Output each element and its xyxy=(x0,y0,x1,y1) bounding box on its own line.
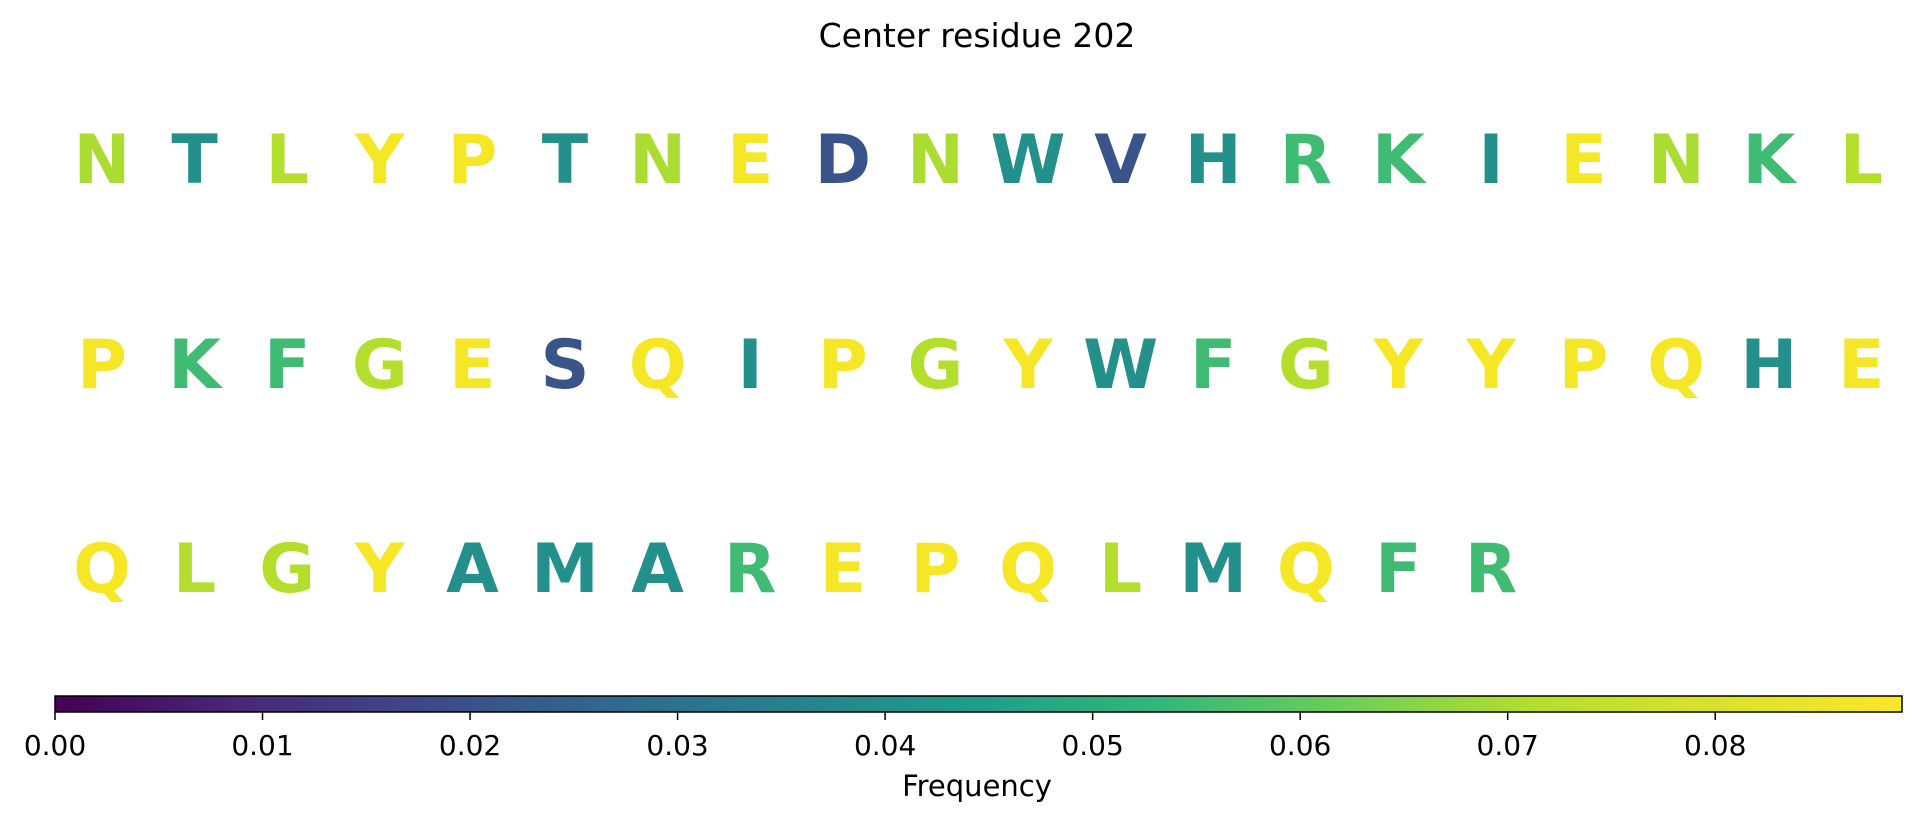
colorbar-tick-label: 0.07 xyxy=(1477,729,1539,762)
residue-letter: E xyxy=(820,530,866,609)
residue-letter: Y xyxy=(1373,326,1424,405)
residue-letter: N xyxy=(629,121,686,200)
residue-letter: G xyxy=(259,530,315,609)
residue-letter: M xyxy=(531,530,599,609)
residue-letter: M xyxy=(1179,530,1247,609)
residue-letter: W xyxy=(990,121,1065,200)
residue-letter: R xyxy=(1280,121,1332,200)
residue-letter: Q xyxy=(999,530,1057,609)
residue-letter: P xyxy=(1559,326,1609,405)
residue-letter: H xyxy=(1185,121,1242,200)
residue-letter: G xyxy=(907,326,963,405)
residue-letter: F xyxy=(1375,530,1421,609)
residue-letter: D xyxy=(815,121,871,200)
residue-letter: I xyxy=(1478,121,1503,200)
residue-grid: N T L Y P T N E D N W V H R K I E N K LP K F G E S Q I P G Y W F G Y Y P Q H E… xyxy=(73,121,1885,609)
residue-letter: F xyxy=(1190,326,1236,405)
residue-letter: E xyxy=(1560,121,1606,200)
residue-letter: Y xyxy=(354,121,405,200)
residue-letter: V xyxy=(1094,121,1147,200)
chart-title: Center residue 202 xyxy=(819,16,1136,55)
residue-letter: Y xyxy=(1465,326,1516,405)
residue-letter: G xyxy=(1278,326,1334,405)
residue-letter: N xyxy=(907,121,964,200)
colorbar-tick-label: 0.01 xyxy=(231,729,293,762)
residue-letter: Y xyxy=(354,530,405,609)
colorbar-tick-label: 0.04 xyxy=(854,729,916,762)
residue-letter: K xyxy=(168,326,223,405)
residue-letter: A xyxy=(446,530,499,609)
residue-letter: H xyxy=(1740,326,1797,405)
residue-letter: P xyxy=(447,121,497,200)
residue-letter: N xyxy=(74,121,131,200)
residue-letter: P xyxy=(77,326,127,405)
residue-letter: P xyxy=(818,326,868,405)
residue-letter: Y xyxy=(1002,326,1053,405)
colorbar-tick-label: 0.08 xyxy=(1684,729,1746,762)
residue-letter: T xyxy=(171,121,218,200)
residue-letter: P xyxy=(910,530,960,609)
residue-letter: Q xyxy=(1647,326,1705,405)
residue-letter: L xyxy=(1840,121,1883,200)
residue-letter: N xyxy=(1648,121,1705,200)
residue-letter: L xyxy=(266,121,309,200)
colorbar-gradient xyxy=(54,695,1903,713)
residue-letter: R xyxy=(1465,530,1517,609)
residue-letter: A xyxy=(631,530,684,609)
residue-letter: K xyxy=(1742,121,1797,200)
residue-letter: Q xyxy=(629,326,687,405)
colorbar-tick-label: 0.00 xyxy=(24,729,86,762)
residue-letter: G xyxy=(352,326,408,405)
residue-letter: L xyxy=(1099,530,1142,609)
residue-letter: K xyxy=(1372,121,1427,200)
residue-letter: L xyxy=(173,530,216,609)
colorbar: 0.00 0.01 0.02 0.03 0.04 0.05 0.06 0.07 0.08 Fre… xyxy=(24,695,1903,803)
residue-letter: E xyxy=(727,121,773,200)
residue-letter: I xyxy=(738,326,763,405)
colorbar-label: Frequency xyxy=(902,769,1052,803)
colorbar-tick-label: 0.03 xyxy=(646,729,708,762)
colorbar-tick-label: 0.06 xyxy=(1269,729,1331,762)
residue-letter: W xyxy=(1083,326,1158,405)
residue-letter: E xyxy=(449,326,495,405)
residue-letter: S xyxy=(541,326,590,405)
colorbar-ticks: 0.00 0.01 0.02 0.03 0.04 0.05 0.06 0.07 0.08 xyxy=(24,712,1746,762)
colorbar-tick-label: 0.05 xyxy=(1061,729,1123,762)
residue-letter: Q xyxy=(73,530,131,609)
residue-letter: R xyxy=(724,530,776,609)
residue-letter: E xyxy=(1838,326,1884,405)
residue-letter: F xyxy=(264,326,310,405)
residue-letter: T xyxy=(542,121,589,200)
colorbar-tick-label: 0.02 xyxy=(439,729,501,762)
residue-letter: Q xyxy=(1277,530,1335,609)
